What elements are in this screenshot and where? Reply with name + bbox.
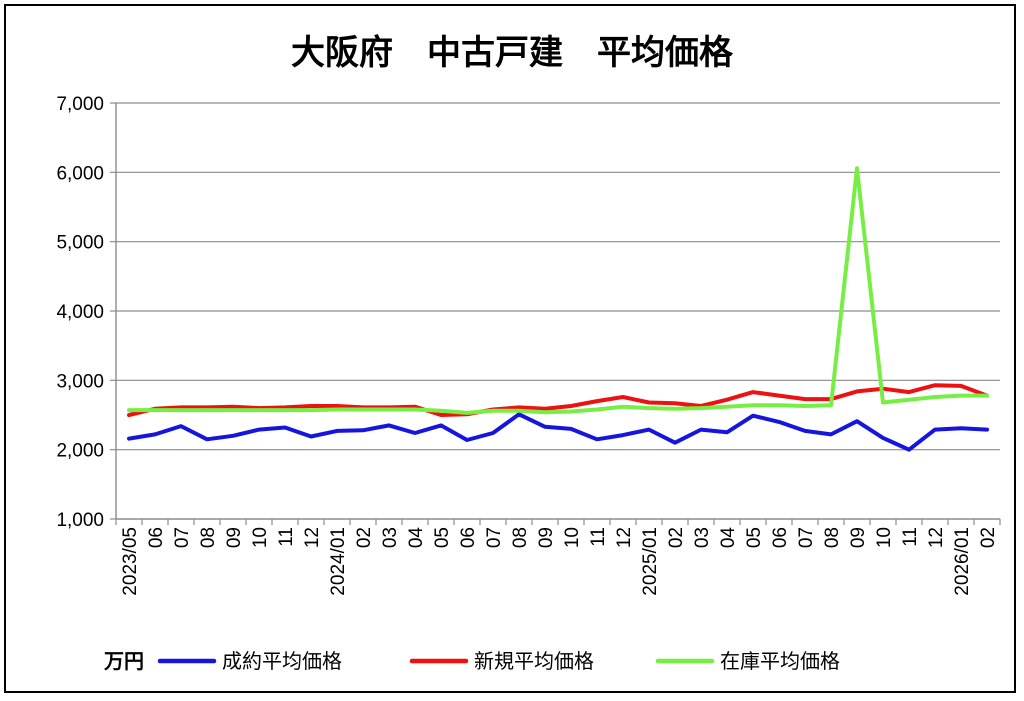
x-tick-label: 11 bbox=[900, 527, 921, 547]
x-tick-label: 2023/05 bbox=[120, 527, 141, 596]
x-tick-label: 09 bbox=[224, 527, 245, 548]
x-tick-label: 09 bbox=[536, 527, 557, 548]
x-tick-label: 11 bbox=[276, 527, 297, 547]
x-tick-label: 2026/01 bbox=[952, 527, 973, 596]
x-tick-label: 10 bbox=[250, 527, 271, 548]
x-tick-label: 09 bbox=[848, 527, 869, 548]
x-tick-label: 08 bbox=[822, 527, 843, 548]
x-tick-label: 08 bbox=[198, 527, 219, 548]
x-tick-label: 07 bbox=[484, 527, 505, 548]
y-tick-label: 1,000 bbox=[56, 510, 104, 531]
series-line-3 bbox=[127, 166, 989, 415]
x-tick-label: 2025/01 bbox=[640, 527, 661, 596]
x-tick-label: 03 bbox=[380, 527, 401, 548]
x-tick-label: 12 bbox=[614, 527, 635, 548]
unit-label: 万円 bbox=[103, 649, 144, 673]
x-tick-label: 10 bbox=[874, 527, 895, 548]
legend-label: 新規平均価格 bbox=[474, 649, 594, 673]
x-tick-label: 02 bbox=[354, 527, 375, 548]
y-tick-label: 3,000 bbox=[56, 371, 104, 392]
y-tick-label: 6,000 bbox=[56, 163, 104, 184]
series-lines bbox=[127, 166, 989, 452]
legend: 万円 成約平均価格 新規平均価格 在庫平均価格 bbox=[103, 649, 840, 673]
x-tick-label: 05 bbox=[432, 527, 453, 548]
x-tick-label: 10 bbox=[562, 527, 583, 548]
y-tick-label: 4,000 bbox=[56, 302, 104, 323]
x-tick-label: 11 bbox=[588, 527, 609, 547]
x-axis-ticks: 2023/05 06 07 08 09 10 11 12 2024/01 02 03 04 05 06 07… bbox=[115, 519, 1001, 596]
x-tick-label: 08 bbox=[510, 527, 531, 548]
x-tick-label: 07 bbox=[172, 527, 193, 548]
chart-title: 大阪府 中古戸建 平均価格 bbox=[291, 33, 734, 73]
legend-label: 成約平均価格 bbox=[222, 649, 342, 673]
x-tick-label: 04 bbox=[406, 527, 427, 549]
x-tick-label: 06 bbox=[458, 527, 479, 548]
x-tick-label: 02 bbox=[978, 527, 999, 548]
y-tick-label: 2,000 bbox=[56, 441, 104, 462]
y-tick-label: 5,000 bbox=[56, 233, 104, 254]
x-tick-label: 06 bbox=[146, 527, 167, 548]
x-tick-label: 12 bbox=[926, 527, 947, 548]
x-tick-label: 03 bbox=[692, 527, 713, 548]
series-line-2 bbox=[127, 383, 989, 417]
chart-frame bbox=[4, 4, 1016, 693]
y-axis-ticks: 1,000 2,000 3,000 4,000 5,000 6,000 7,000 bbox=[56, 94, 116, 531]
gridlines bbox=[116, 102, 1000, 451]
y-tick-label: 7,000 bbox=[56, 94, 104, 115]
x-tick-label: 02 bbox=[666, 527, 687, 548]
x-tick-label: 04 bbox=[718, 527, 739, 549]
x-tick-label: 05 bbox=[744, 527, 765, 548]
axes bbox=[115, 103, 1000, 520]
x-tick-label: 06 bbox=[770, 527, 791, 548]
x-tick-label: 2024/01 bbox=[328, 527, 349, 596]
legend-label: 在庫平均価格 bbox=[720, 649, 840, 673]
series-line-1 bbox=[127, 412, 989, 452]
x-tick-label: 07 bbox=[796, 527, 817, 548]
x-tick-label: 12 bbox=[302, 527, 323, 548]
